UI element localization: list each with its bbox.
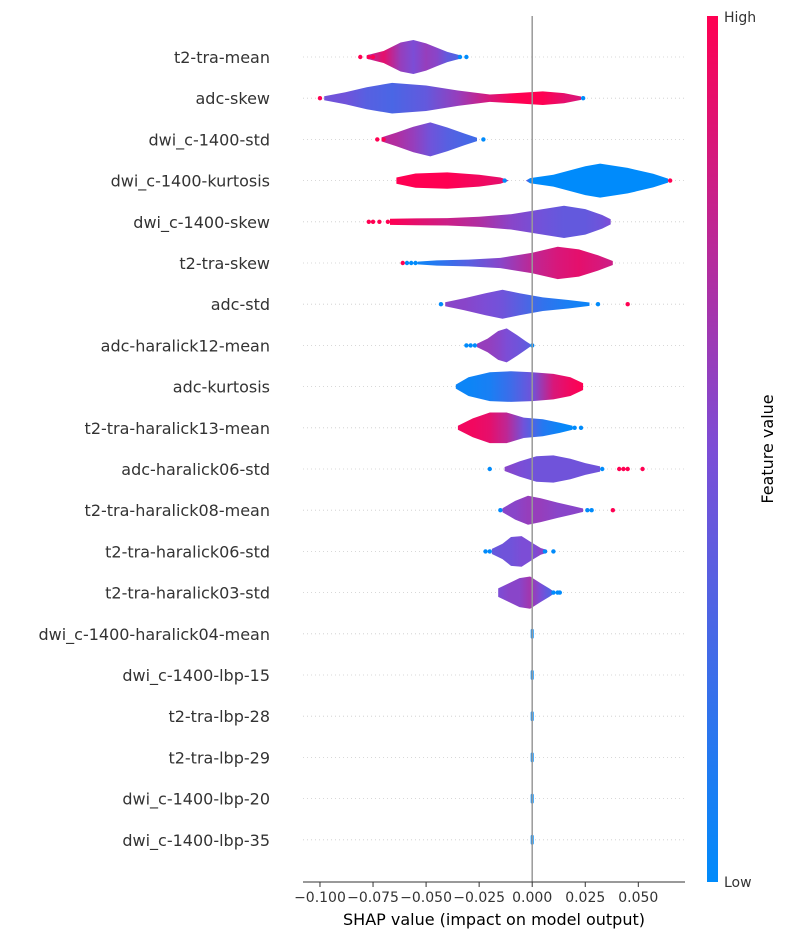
outlier-point — [551, 590, 556, 595]
outlier-point — [572, 425, 577, 430]
feature-label: dwi_c-1400-lbp-15 — [122, 666, 270, 686]
feature-label: t2-tra-haralick08-mean — [85, 501, 270, 520]
feature-label: t2-tra-haralick13-mean — [85, 419, 270, 438]
x-tick-label: 0.050 — [618, 890, 658, 906]
outlier-point — [464, 54, 469, 60]
feature-label: adc-std — [211, 295, 270, 314]
feature-label: dwi_c-1400-lbp-35 — [122, 831, 270, 851]
violin-body — [366, 40, 460, 74]
outlier-point — [413, 260, 418, 266]
outlier-point — [404, 260, 410, 266]
outlier-point — [502, 178, 507, 183]
outlier-point — [600, 466, 605, 472]
outlier-point — [366, 219, 371, 224]
feature-label: dwi_c-1400-lbp-20 — [122, 790, 270, 810]
feature-label: t2-tra-skew — [179, 254, 270, 273]
violin-body — [324, 82, 581, 114]
outlier-point — [375, 137, 380, 142]
feature-label: dwi_c-1400-skew — [133, 213, 270, 233]
colorbar-gradient — [707, 16, 718, 882]
violin-body — [491, 536, 548, 567]
outlier-point — [400, 260, 405, 266]
feature-label: adc-kurtosis — [173, 378, 270, 397]
outlier-point — [487, 549, 492, 554]
x-axis: −0.100 −0.075 −0.050 −0.025 0.000 0.025 0.050 — [294, 881, 685, 906]
feature-label: adc-haralick06-std — [121, 460, 270, 479]
x-axis-title: SHAP value (impact on model output) — [343, 910, 645, 929]
violin-body — [390, 205, 611, 238]
outlier-point — [381, 137, 386, 142]
feature-labels: t2-tra-mean adc-skew dwi_c-1400-std dwi_c-1… — [38, 48, 270, 851]
feature-label: t2-tra-lbp-28 — [168, 707, 270, 726]
outlier-point — [621, 466, 626, 472]
outlier-point — [468, 343, 473, 348]
feature-label: t2-tra-lbp-29 — [168, 748, 270, 767]
outlier-point — [610, 508, 616, 513]
x-tick-label: −0.100 — [294, 890, 346, 906]
feature-label: t2-tra-haralick06-std — [105, 542, 270, 561]
outlier-point — [578, 425, 584, 430]
outlier-point — [640, 466, 645, 472]
colorbar: High Low Feature value — [707, 10, 777, 891]
outlier-point — [377, 219, 382, 224]
colorbar-low-label: Low — [724, 875, 752, 891]
outlier-point — [595, 302, 601, 307]
outlier-point — [617, 466, 622, 472]
violin-body — [502, 495, 584, 525]
outlier-point — [358, 54, 363, 60]
outlier-point — [625, 302, 630, 307]
outlier-point — [551, 549, 556, 554]
outlier-point — [667, 178, 673, 183]
x-tick-label: −0.075 — [347, 890, 399, 906]
outlier-point — [438, 302, 444, 307]
x-tick-label: 0.000 — [512, 890, 552, 906]
colorbar-title: Feature value — [758, 394, 777, 503]
outlier-point — [464, 343, 469, 348]
outlier-point — [625, 466, 630, 472]
x-tick-label: 0.025 — [565, 890, 605, 906]
outlier-point — [409, 260, 414, 266]
outlier-point — [317, 96, 323, 101]
outlier-point — [498, 508, 503, 513]
feature-label: adc-haralick12-mean — [101, 336, 270, 355]
outlier-point — [580, 96, 586, 101]
outlier-point — [370, 219, 376, 224]
outlier-point — [481, 137, 486, 142]
feature-label: t2-tra-haralick03-std — [105, 584, 270, 603]
x-tick-label: −0.025 — [453, 890, 505, 906]
outlier-point — [472, 343, 478, 348]
outlier-point — [585, 508, 590, 513]
feature-label: t2-tra-mean — [174, 48, 270, 67]
violin-body — [417, 246, 613, 280]
outlier-point — [483, 549, 488, 554]
colorbar-high-label: High — [724, 10, 756, 26]
violin-body — [498, 576, 554, 609]
outlier-point — [385, 219, 391, 224]
outlier-point — [457, 54, 463, 60]
outlier-point — [366, 54, 371, 60]
feature-label: dwi_c-1400-std — [148, 130, 270, 150]
feature-label: dwi_c-1400-kurtosis — [111, 172, 270, 192]
outlier-point — [557, 590, 562, 595]
outlier-point — [370, 54, 376, 60]
violin-body — [381, 122, 477, 157]
violin-body — [504, 455, 601, 483]
violin-body — [457, 412, 573, 444]
violin-body — [455, 371, 584, 402]
x-tick-label: −0.050 — [400, 890, 452, 906]
outlier-point — [487, 466, 492, 472]
outlier-point — [542, 549, 548, 554]
outlier-point — [589, 508, 594, 513]
violin-group — [317, 40, 673, 845]
violin-body — [477, 328, 531, 363]
feature-label: adc-skew — [196, 89, 271, 108]
feature-label: dwi_c-1400-haralick04-mean — [38, 625, 270, 645]
violin-body — [445, 289, 590, 319]
